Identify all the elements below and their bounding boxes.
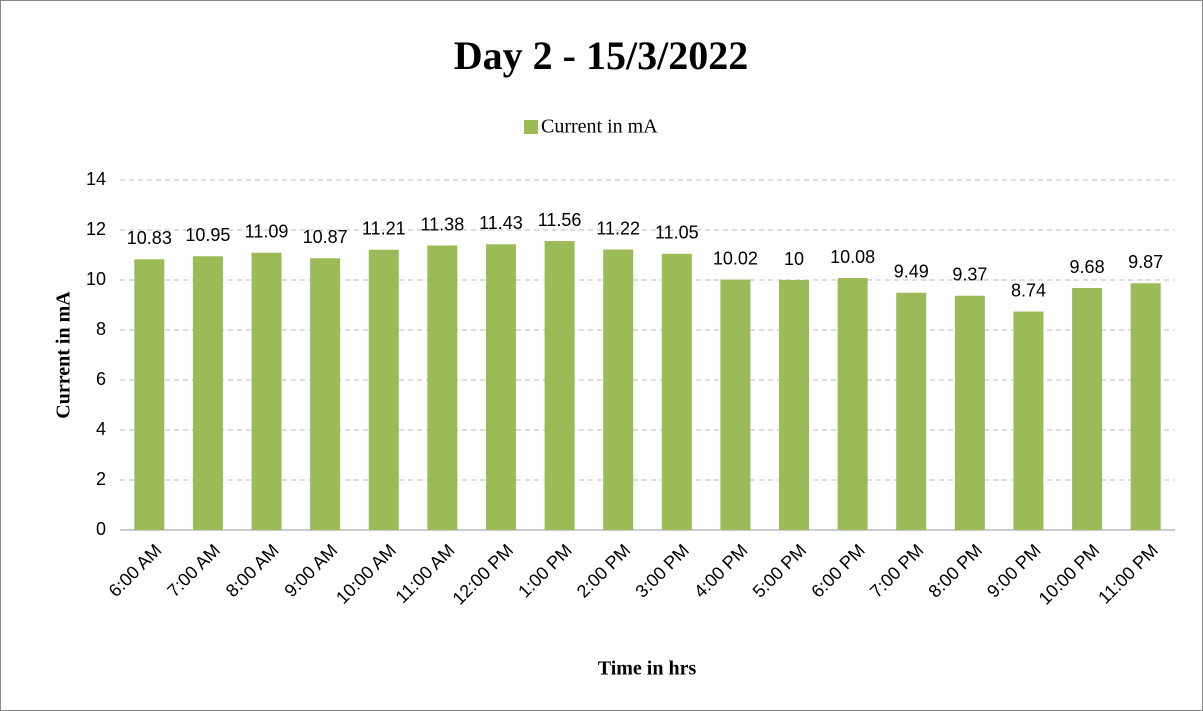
bar — [192, 256, 223, 530]
y-tick-label: 14 — [86, 169, 106, 189]
y-tick-label: 6 — [96, 369, 106, 389]
y-tick-label: 4 — [96, 419, 106, 439]
data-label: 10.87 — [303, 227, 348, 247]
bar — [603, 249, 634, 530]
data-label: 10.02 — [713, 248, 758, 268]
y-axis-label: Current in mA — [53, 291, 75, 419]
data-label: 9.87 — [1128, 252, 1163, 272]
bar — [1130, 283, 1161, 530]
bar — [310, 258, 341, 530]
bar — [251, 252, 282, 530]
data-label: 10 — [784, 249, 804, 269]
data-label: 11.38 — [421, 214, 465, 234]
bar — [134, 259, 165, 530]
bar — [779, 280, 810, 530]
legend-swatch — [524, 120, 538, 134]
data-label: 11.09 — [245, 222, 289, 242]
y-tick-label: 0 — [96, 519, 106, 539]
bar — [1013, 311, 1044, 530]
y-tick-label: 2 — [96, 469, 106, 489]
bar — [896, 292, 927, 530]
x-axis-label: Time in hrs — [598, 658, 697, 680]
data-label: 10.08 — [830, 247, 875, 267]
data-label: 11.21 — [362, 219, 406, 239]
bar — [544, 241, 575, 530]
data-label: 11.43 — [479, 213, 523, 233]
bar — [1072, 288, 1103, 530]
bar — [837, 278, 868, 530]
data-label: 10.95 — [185, 225, 230, 245]
chart-title: Day 2 - 15/3/2022 — [454, 33, 748, 78]
data-label: 10.83 — [127, 228, 172, 248]
y-tick-label: 8 — [96, 319, 106, 339]
data-label: 11.56 — [538, 210, 582, 230]
legend-label: Current in mA — [541, 116, 658, 138]
bar — [661, 253, 692, 530]
data-label: 11.05 — [655, 223, 699, 243]
y-tick-label: 12 — [86, 219, 106, 239]
data-label: 8.74 — [1011, 280, 1046, 300]
data-label: 9.68 — [1070, 257, 1105, 277]
y-tick-label: 10 — [86, 269, 106, 289]
data-label: 9.37 — [952, 265, 987, 285]
bar — [720, 279, 751, 530]
data-label: 9.49 — [894, 262, 929, 282]
data-label: 11.22 — [596, 218, 640, 238]
bar — [427, 245, 458, 530]
bar — [485, 244, 516, 530]
bar — [368, 249, 399, 530]
bar — [954, 295, 985, 530]
